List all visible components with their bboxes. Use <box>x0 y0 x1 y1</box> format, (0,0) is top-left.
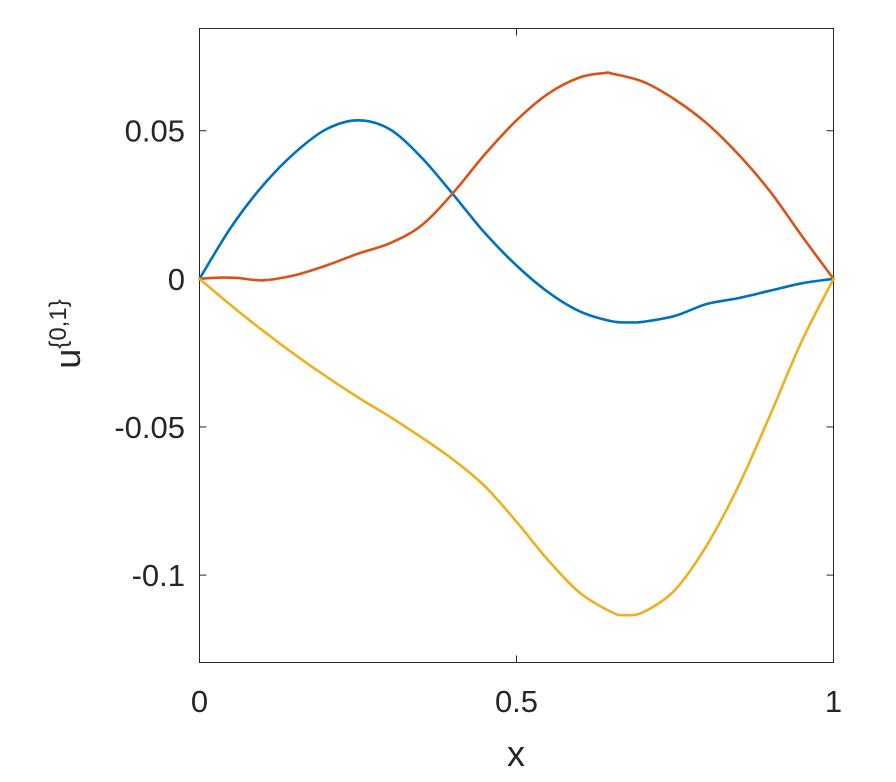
y-tick-label-3: -0.1 <box>132 558 185 593</box>
x-tick-label-1: 0.5 <box>495 684 538 719</box>
plot-frame <box>199 28 834 663</box>
y-axis-label-superscript: {0,1} <box>45 299 72 348</box>
x-axis-ticks: 0 0.5 1 <box>191 28 842 719</box>
x-tick-label-2: 1 <box>825 684 842 719</box>
y-tick-label-2: -0.05 <box>114 410 185 445</box>
series-line-blue <box>198 119 835 324</box>
y-axis-label-base: u <box>47 349 88 369</box>
y-tick-label-1: 0 <box>168 262 185 297</box>
y-tick-label-0: 0.05 <box>125 114 185 149</box>
y-axis-ticks: 0.05 0 -0.05 -0.1 <box>114 114 834 593</box>
x-tick-label-0: 0 <box>191 684 208 719</box>
x-axis-label: x <box>507 733 525 774</box>
series-line-orange <box>198 71 835 282</box>
series-line-yellow <box>198 277 835 617</box>
series-lines <box>198 71 835 617</box>
y-axis-label: u{0,1} <box>45 299 88 368</box>
